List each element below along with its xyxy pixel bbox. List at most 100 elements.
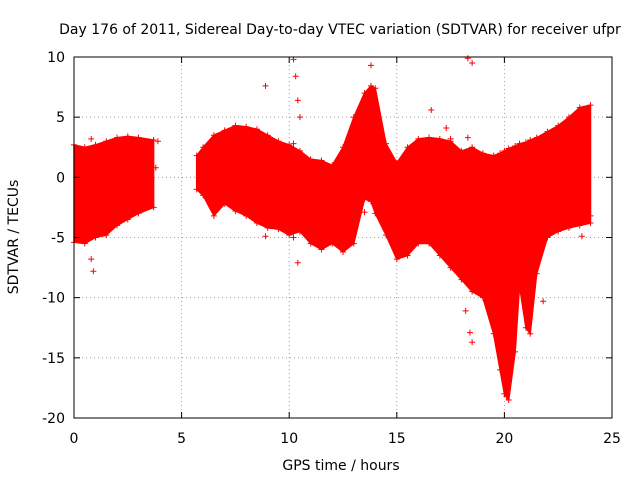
band-lower-point	[576, 222, 583, 229]
band-upper-point	[436, 135, 443, 142]
band-lower-point	[318, 246, 325, 253]
outlier-point	[462, 307, 469, 314]
band-upper-point	[576, 104, 583, 111]
band-lower-point	[490, 330, 497, 337]
y-axis-label: SDTVAR / TECUs	[6, 180, 22, 295]
band-lower-point	[286, 232, 293, 239]
band-lower-point	[565, 224, 572, 231]
band-lower-point	[103, 232, 110, 239]
y-tick-label: 0	[56, 170, 65, 186]
band-upper-point	[516, 140, 523, 147]
x-tick-label: 25	[603, 431, 621, 447]
outlier-point	[294, 259, 301, 266]
band-upper-point	[124, 133, 131, 140]
band-lower-point	[135, 210, 142, 217]
band-lower-point	[307, 240, 314, 247]
outlier-point	[464, 55, 471, 62]
plot-frame	[73, 56, 613, 419]
band-lower-point	[458, 276, 465, 283]
band-upper-point	[527, 137, 534, 144]
band-lower-point	[367, 198, 374, 205]
band-lower-point	[479, 294, 486, 301]
outlier-point	[587, 212, 594, 219]
band-upper-point	[103, 138, 110, 145]
band-upper-point	[221, 127, 228, 134]
outlier-point	[464, 134, 471, 141]
band-upper-point	[361, 90, 368, 97]
band-lower-point	[544, 234, 551, 241]
band-upper-point	[318, 157, 325, 164]
band-lower-point	[505, 396, 512, 403]
band-lower-point	[533, 270, 540, 277]
outlier-point	[292, 73, 299, 80]
outlier-point	[294, 97, 301, 104]
band-upper-point	[340, 144, 346, 151]
band-upper-point	[264, 132, 271, 139]
x-tick-label: 5	[177, 431, 186, 447]
band-upper-point	[522, 139, 529, 146]
outlier-point	[154, 138, 161, 145]
band-lower-point	[81, 240, 88, 247]
band-lower-point	[393, 256, 400, 263]
band-lower-point	[447, 264, 454, 271]
band-lower-point	[469, 288, 476, 295]
band-upper-point	[243, 123, 250, 130]
outlier-point	[466, 329, 473, 336]
band-upper-point	[150, 137, 157, 144]
y-tick-label: -15	[42, 351, 65, 367]
outlier-point	[90, 268, 97, 275]
band-lower-point	[350, 240, 357, 247]
band-upper-point	[275, 138, 282, 145]
band-upper-point	[497, 150, 504, 157]
band-lower-point	[329, 240, 336, 247]
band-lower-point	[340, 248, 346, 255]
band-upper-point	[587, 102, 594, 109]
band-lower-point	[296, 228, 303, 235]
x-tick-label: 15	[388, 431, 406, 447]
data-layer	[71, 55, 594, 403]
outlier-point	[428, 106, 435, 113]
band-upper-point	[367, 82, 374, 89]
band-lower-point	[516, 282, 523, 289]
band-lower-point	[210, 212, 217, 219]
band-upper-point	[232, 122, 239, 129]
y-tick-label: -10	[42, 291, 65, 307]
band-upper-point	[81, 144, 88, 151]
band-upper-point	[555, 122, 562, 129]
band-upper-point	[426, 134, 433, 141]
y-tick-label: -5	[51, 231, 65, 247]
x-tick-label: 0	[70, 431, 79, 447]
outlier-point	[503, 393, 510, 400]
outlier-point	[290, 140, 297, 147]
band-upper-point	[404, 144, 411, 151]
band-lower-point	[522, 324, 529, 331]
band-upper-point	[533, 134, 540, 141]
band-lower-point	[512, 348, 519, 355]
y-tick-label: -20	[42, 411, 65, 427]
band-lower-point	[426, 240, 433, 247]
x-tick-label: 10	[280, 431, 298, 447]
tick-labels: 0 5 10 15 20 25 10 5 0 -5 -10 -15 -20	[42, 50, 621, 447]
band-upper-point	[296, 147, 303, 154]
outlier-point	[540, 298, 547, 305]
band-upper-point	[490, 152, 497, 159]
band-upper-point	[253, 126, 260, 133]
band-upper-point	[505, 145, 512, 152]
band-lower-point	[497, 366, 504, 373]
chart-title: Day 176 of 2011, Sidereal Day-to-day VTE…	[59, 22, 621, 38]
band-upper-point	[393, 159, 400, 166]
band-lower-point	[124, 216, 131, 223]
outlier-point	[447, 135, 454, 142]
band-lower-point	[114, 222, 121, 229]
outlier-point	[578, 233, 585, 240]
band-lower-point	[253, 220, 260, 227]
outlier-point	[583, 122, 590, 129]
band-lower-point	[150, 204, 157, 211]
band-upper-point	[512, 143, 519, 150]
band-lower-point	[587, 220, 594, 227]
band-lower-point	[243, 212, 250, 219]
band-lower-point	[415, 240, 422, 247]
band-lower-point	[383, 232, 390, 239]
x-tick-label: 20	[495, 431, 513, 447]
